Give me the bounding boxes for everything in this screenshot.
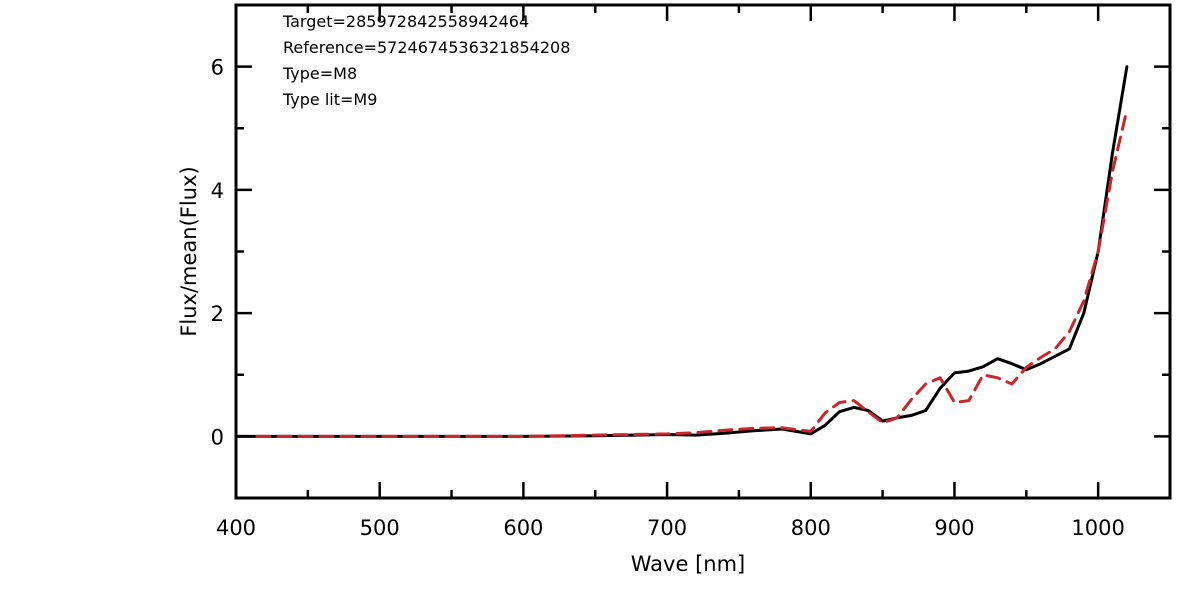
- x-tick-label: 400: [216, 516, 256, 540]
- series-layer: [234, 65, 1129, 438]
- annotation-type: Type=M8: [282, 64, 357, 83]
- y-tick-label: 0: [211, 425, 224, 449]
- y-tick-label: 2: [211, 302, 224, 326]
- annotation-type-lit: Type lit=M9: [282, 90, 377, 109]
- plot-frame: [234, 3, 1172, 500]
- reference-spectrum-line: [234, 108, 1129, 438]
- target-spectrum-line: [234, 65, 1129, 438]
- x-tick-label: 500: [360, 516, 400, 540]
- y-tick-label: 6: [211, 56, 224, 80]
- x-tick-label: 600: [503, 516, 543, 540]
- annotations-layer: Target=285972842558942464 Reference=5724…: [282, 12, 570, 109]
- x-tick-label: 1000: [1071, 516, 1124, 540]
- x-tick-label: 800: [791, 516, 831, 540]
- annotation-reference: Reference=5724674536321854208: [283, 38, 570, 57]
- x-tick-label: 900: [934, 516, 974, 540]
- tick-labels-layer: 400 500 600 700 800 900 1000 0 2 4 6: [211, 56, 1125, 540]
- ticks-layer: [234, 5, 1170, 498]
- x-tick-label: 700: [647, 516, 687, 540]
- y-axis-label: Flux/mean(Flux): [177, 166, 201, 336]
- annotation-target: Target=285972842558942464: [282, 12, 529, 31]
- y-tick-label: 4: [211, 179, 224, 203]
- x-axis-label: Wave [nm]: [631, 552, 745, 576]
